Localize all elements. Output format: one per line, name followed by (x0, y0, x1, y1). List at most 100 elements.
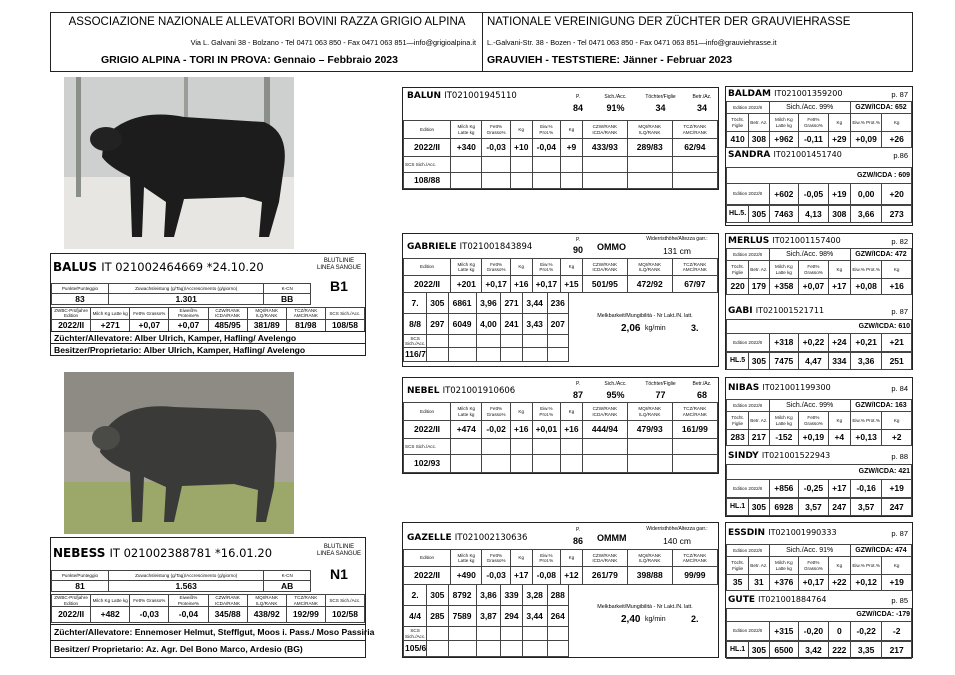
nebess-h2-3: Eiweiß% Proteine% (168, 594, 209, 607)
baldam-points: p. 87 (891, 90, 908, 99)
merlus-h4: Kg (827, 260, 851, 279)
gabi-a3: +0,21 (849, 333, 883, 352)
sindy-name: SINDY (728, 451, 759, 461)
gazelle-lact2-6: 264 (546, 605, 570, 627)
balus-kcn: BB (263, 293, 311, 305)
nebel-mqi: 479/93 (626, 420, 673, 439)
gabi-b1: 7475 (768, 352, 800, 370)
gabi-a2: +24 (827, 333, 851, 352)
nibas-points: p. 84 (891, 384, 908, 393)
merlus-name-line: MERLUS IT021001157400 (728, 236, 841, 246)
baldam-card: BALDAM IT021001359200 p. 87 Edition 2022… (725, 86, 913, 226)
nebess-name-line: NEBESS IT 021002388781 *16.01.20 (53, 546, 272, 560)
gazelle-h1: Milch Kg Latte kg (450, 549, 483, 567)
gazelle-h2: Fett% Grasso% (481, 549, 511, 567)
nebess-breeder: Züchter/Allevatore: Ennemoser Helmut, St… (51, 624, 374, 640)
gazelle-lact2-0: 4/4 (402, 605, 428, 627)
gazelle-lact1-2: 8792 (447, 584, 477, 606)
sandra-name-line: SANDRA IT021001451740 (728, 150, 842, 160)
gazelle-points: 86 (572, 536, 583, 546)
nebel-tcz: 161/99 (671, 420, 719, 439)
gabriele-card: GABRIELE IT021001843894 P. 90 OMMO Wider… (402, 233, 719, 367)
gabriele-wh: 131 cm (663, 246, 691, 256)
gabi-points: p. 87 (891, 307, 908, 316)
nebel-top-h1: Sich./Acc. (604, 381, 627, 387)
gabriele-h5: Kg (559, 258, 583, 276)
nebess-h2-1: Milch Kg Latte kg (90, 594, 131, 607)
essdin-v4: +22 (827, 574, 851, 591)
merlus-v0: 220 (725, 278, 750, 295)
gazelle-id: IT021002130636 (454, 533, 528, 543)
nibas-v6: +2 (881, 429, 912, 446)
gazelle-edition: 2022/II (402, 566, 452, 585)
balus-name: BALUS (53, 260, 98, 274)
gabi-id: IT021001521711 (755, 306, 825, 315)
gute-name-line: GUTE IT021001884764 (728, 595, 826, 605)
gute-b4: 3,35 (849, 641, 883, 659)
baldam-name: BALDAM (728, 89, 771, 99)
baldam-v4: +29 (827, 131, 851, 148)
balus-fat: +0,07 (129, 318, 170, 332)
nebel-milk: +474 (450, 420, 483, 439)
nebess-h2-5: MQI/RANK ILQ/RANK (246, 594, 287, 607)
gabriele-czw: 501/95 (581, 275, 628, 293)
nibas-h1: Betr. Az. (748, 411, 770, 430)
nebel-h6: CZW/RANK ICDA/RANK (581, 402, 628, 421)
nebess-bloodline: N1 (330, 566, 348, 582)
gabriele-fat-kg: +16 (509, 275, 533, 293)
sandra-b1: 7463 (768, 205, 800, 223)
nibas-gzw: GZW/ICDA: 163 (849, 399, 913, 412)
gazelle-card: GAZELLE IT021002130636 P. 86 OMMM Widerr… (402, 522, 719, 658)
essdin-h2: Milch Kg Latte kg (768, 556, 800, 575)
essdin-table: Edition 2022/II Sich./Acc. 91% GZW/ICDA: 4… (725, 544, 913, 591)
gabriele-milk: +201 (450, 275, 483, 293)
balus-card: BALUS IT 021002464669 *24.10.20 BLUTLINI… (50, 253, 366, 356)
gazelle-table: Edition Milch Kg Latte kg Fett% Grasso% Kg E… (402, 549, 719, 585)
nebess-tcz: 192/99 (285, 606, 326, 623)
balun-mqi: 289/83 (626, 138, 673, 157)
sandra-id: IT021001451740 (773, 150, 842, 159)
gabriele-edition: 2022/II (402, 275, 452, 293)
gazelle-melk-unit: kg/min (645, 616, 666, 623)
balus-milk: +271 (90, 318, 131, 332)
sandra-b5: 273 (881, 205, 912, 223)
gabi-name: GABI (728, 306, 753, 316)
nibas-v4: +4 (827, 429, 851, 446)
balun-scs: 108/88 (402, 172, 452, 189)
gute-gzw: GZW/ICDA: -179 (726, 608, 912, 622)
gazelle-lact1-3: 3,86 (475, 584, 502, 606)
nibas-name: NIBAS (728, 383, 760, 393)
balus-h2-1: Milch Kg Latte kg (90, 307, 131, 320)
balun-czw: 433/93 (581, 138, 628, 157)
essdin-v5: +0,12 (849, 574, 883, 591)
merlus-h0: Töcht. Figlie (725, 260, 750, 279)
essdin-id: IT021001990333 (768, 528, 837, 537)
merlus-accuracy: Sich./Acc. 98% (768, 248, 851, 261)
balus-h1-0: Punkte/Punteggio (51, 283, 109, 294)
nebess-performance-table: Punkte/Punteggio Zuwachsleistung (g/Tag)/… (51, 570, 311, 592)
balus-tcz: 81/98 (285, 318, 326, 332)
gazelle-melk-n: 2. (691, 614, 699, 624)
gabi-a4: +21 (881, 333, 912, 352)
gazelle-lact1-4: 339 (500, 584, 523, 606)
gabriele-melk: 2,06 (621, 323, 641, 334)
gazelle-prot-pct: -0,08 (531, 566, 561, 585)
sindy-a4: +19 (881, 479, 912, 498)
gabriele-melk-unit: kg/min (645, 325, 666, 332)
sandra-lactation-table: HL.5. 305 7463 4,13 308 3,66 273 (725, 205, 912, 223)
balun-name-line: BALUN IT021001945110 (407, 91, 517, 101)
nebel-h8: TCZ/RANK AMC/RANK (671, 402, 719, 421)
baldam-accuracy: Sich./Acc. 99% (768, 101, 851, 114)
gazelle-scs: 105/69 (402, 640, 428, 657)
gazelle-h0: Edition (402, 549, 452, 567)
baldam-h0: Töcht. Figlie (725, 113, 750, 132)
nebess-h2-7: SCS Sich./Acc. (324, 594, 366, 607)
nebess-h1-1: Zuwachsleistung (g/Tag)/Accrescimento (g… (107, 570, 265, 581)
sandra-a3: 0,00 (849, 183, 883, 205)
nebess-h1-2: K-CN (263, 570, 311, 581)
sindy-a3: -0,16 (849, 479, 883, 498)
sindy-table: GZW/ICDA: 421 Edition 2022/II +856 -0,25 +1… (726, 464, 912, 498)
sandra-table: GZW/ICDA : 609 Edition 2022/II +602 -0,05 +… (726, 167, 912, 205)
nebess-photo (64, 372, 294, 534)
balun-h6: CZW/RANK ICDA/RANK (581, 120, 628, 139)
